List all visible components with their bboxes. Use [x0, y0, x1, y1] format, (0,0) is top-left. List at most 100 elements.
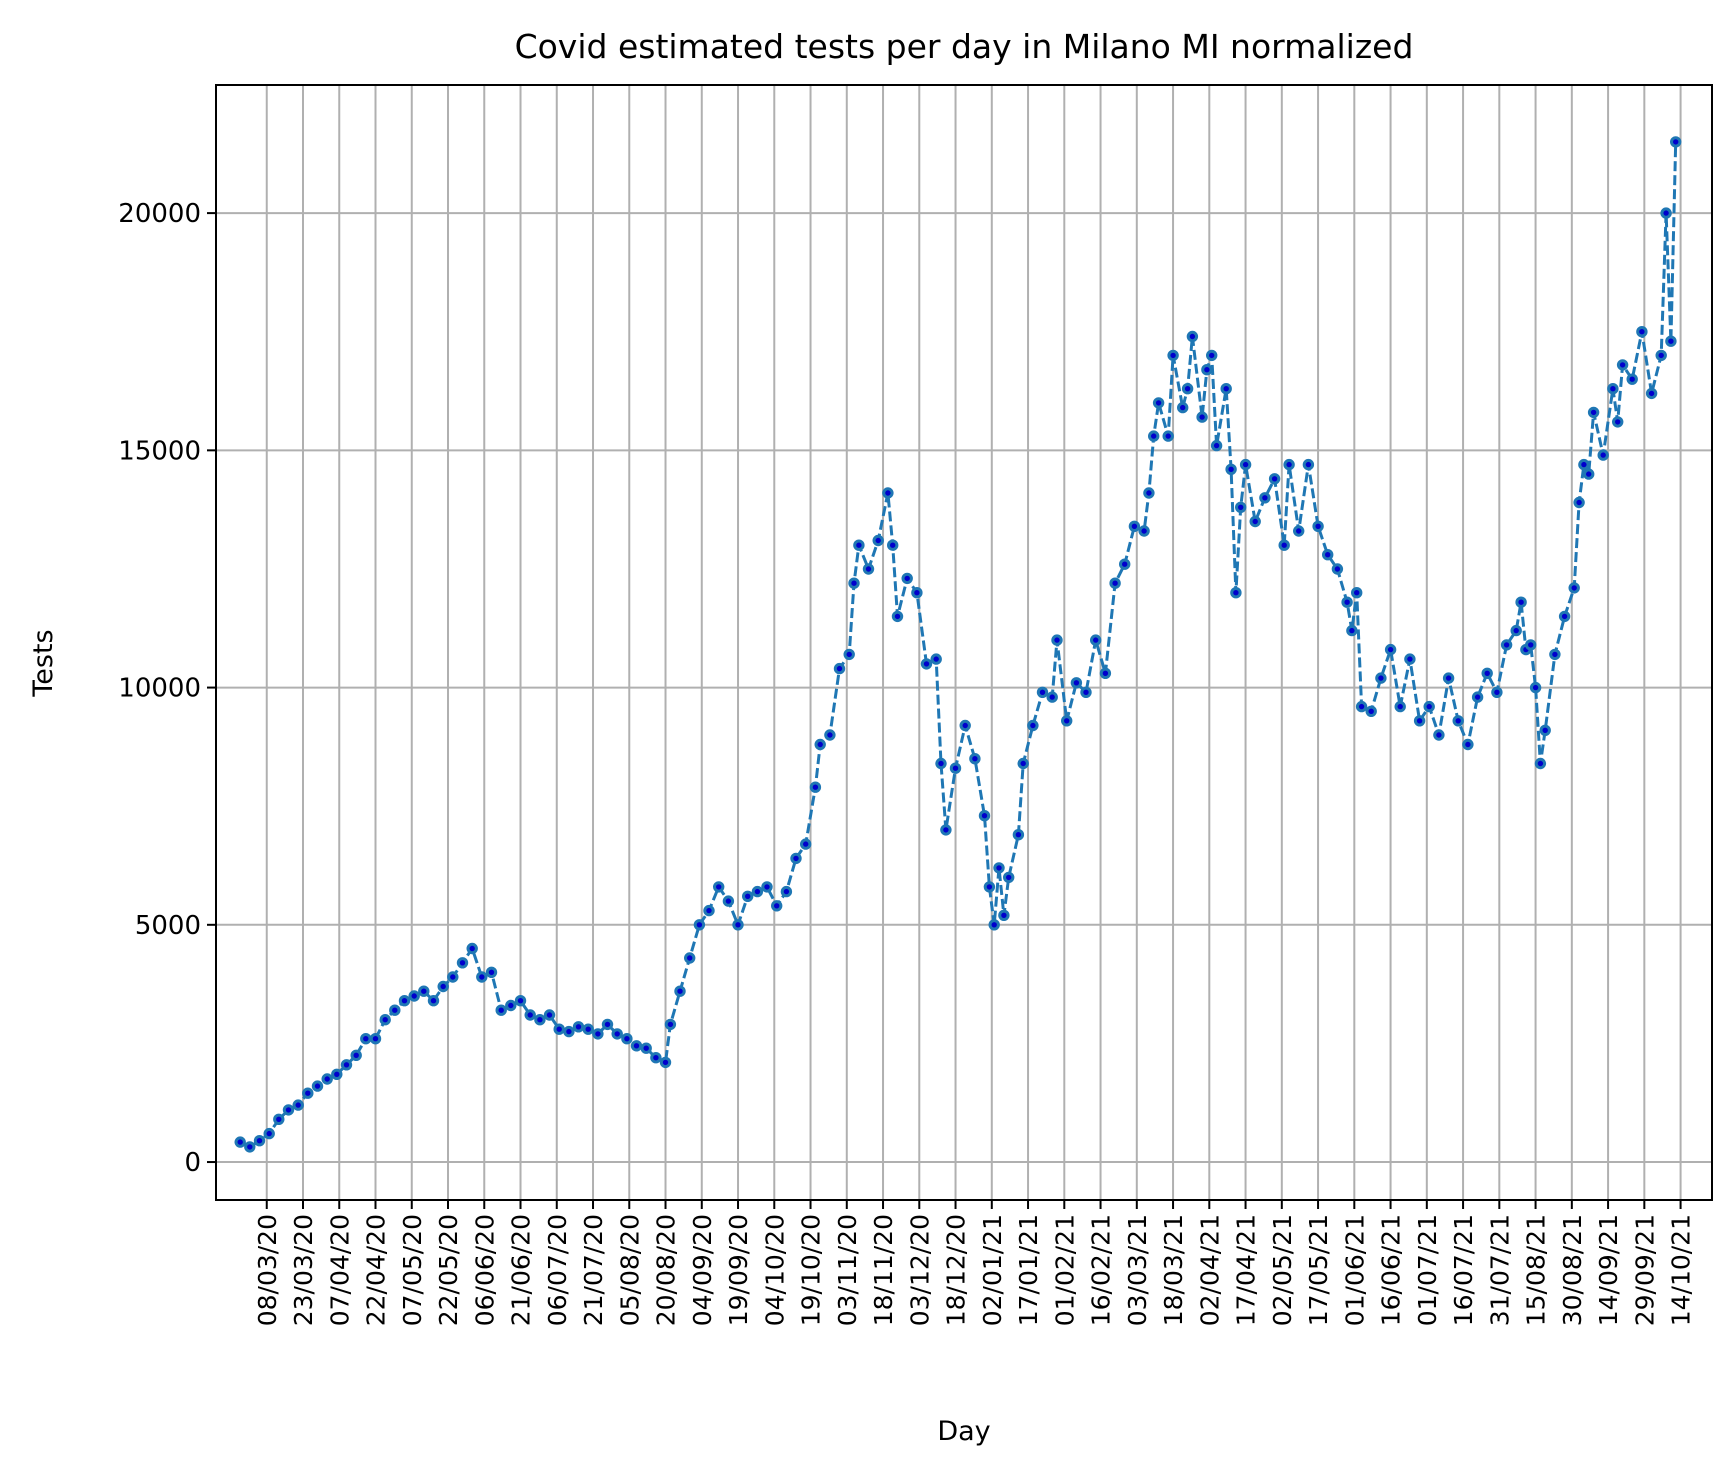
data-point [1515, 596, 1527, 608]
data-point [282, 1104, 295, 1116]
data-point [1051, 634, 1063, 646]
data-point [514, 995, 527, 1007]
x-axis-label: Day [937, 1416, 990, 1447]
x-tick-label: 16/07/21 [1449, 1214, 1478, 1326]
data-point [1525, 639, 1537, 651]
data-point [1003, 871, 1015, 884]
data-point [1196, 411, 1208, 423]
data-point [1568, 582, 1580, 594]
x-tick-label: 01/07/21 [1413, 1214, 1442, 1326]
y-tick-label: 10000 [118, 674, 201, 704]
x-tick-label: 18/11/20 [869, 1214, 898, 1326]
data-point [751, 885, 764, 898]
data-point [311, 1080, 324, 1092]
data-point [553, 1023, 565, 1035]
data-point [1583, 468, 1595, 480]
data-point [1210, 439, 1223, 452]
x-tick-label: 15/08/21 [1522, 1214, 1551, 1326]
data-point [234, 1136, 246, 1148]
x-tick-label: 31/07/21 [1485, 1214, 1514, 1326]
data-point [456, 957, 469, 969]
data-point [882, 487, 894, 499]
data-point [630, 1040, 643, 1052]
data-point [1452, 715, 1464, 727]
data-point [1549, 648, 1561, 661]
data-point [935, 757, 947, 770]
data-point [1225, 463, 1237, 475]
data-point [340, 1059, 353, 1071]
data-point [872, 534, 884, 547]
data-point [292, 1099, 304, 1111]
data-point [273, 1113, 285, 1126]
x-tick-label: 07/05/20 [398, 1214, 427, 1326]
x-tick-label: 18/12/20 [942, 1214, 971, 1326]
data-point [1302, 458, 1315, 471]
data-point [1206, 349, 1218, 362]
x-tick-label: 04/10/20 [760, 1214, 789, 1326]
data-point [1491, 686, 1503, 698]
x-tick-label: 03/11/20 [833, 1214, 862, 1326]
data-point [1249, 515, 1261, 528]
x-tick-label: 22/05/20 [434, 1214, 463, 1326]
data-point [447, 971, 459, 983]
data-point [771, 900, 783, 912]
data-point [1201, 364, 1213, 376]
y-tick-label: 20000 [118, 199, 201, 229]
data-point [800, 838, 812, 850]
data-point [389, 1004, 401, 1016]
data-point [722, 895, 735, 907]
data-point [572, 1021, 585, 1033]
data-point [1312, 520, 1324, 532]
data-point [790, 852, 802, 865]
data-point [1220, 383, 1232, 395]
data-point [940, 824, 952, 836]
data-point [1607, 383, 1619, 395]
data-point [809, 781, 822, 793]
grid-layer [216, 85, 1712, 1200]
data-point [1167, 349, 1179, 362]
x-tick-label: 29/09/21 [1630, 1214, 1659, 1326]
x-tick-label: 08/03/20 [253, 1214, 282, 1326]
data-point [993, 862, 1005, 874]
data-point [1529, 681, 1542, 694]
x-tick-label: 07/04/20 [325, 1214, 354, 1326]
data-point [1259, 492, 1271, 504]
data-point [1027, 719, 1039, 732]
x-tick-label: 03/12/20 [905, 1214, 934, 1326]
data-point [891, 610, 904, 623]
data-point [814, 738, 826, 751]
data-point [505, 999, 517, 1012]
x-tick-label: 20/08/20 [652, 1214, 681, 1326]
data-point [988, 919, 1000, 931]
data-point [524, 1009, 536, 1021]
data-point [1539, 724, 1551, 736]
data-point [742, 890, 754, 902]
data-point [534, 1014, 546, 1026]
data-point [1148, 430, 1160, 442]
data-point [693, 919, 706, 931]
data-point [1558, 610, 1571, 623]
y-tick-label: 15000 [118, 436, 201, 466]
data-point [244, 1141, 256, 1153]
data-point [959, 719, 971, 732]
y-tick-label: 5000 [135, 911, 201, 941]
data-point [1597, 449, 1609, 461]
data-point [930, 653, 942, 665]
y-tick-label: 0 [184, 1148, 201, 1178]
x-tick-label: 05/08/20 [615, 1214, 644, 1326]
data-point [1109, 577, 1121, 589]
data-point [592, 1028, 604, 1040]
x-tick-label: 02/04/21 [1195, 1214, 1224, 1326]
data-point [582, 1023, 594, 1035]
data-point [1346, 624, 1358, 637]
data-point [379, 1014, 391, 1026]
data-point [495, 1004, 507, 1016]
data-point [611, 1028, 623, 1040]
data-point [780, 885, 793, 898]
data-point [761, 881, 773, 893]
data-point [1322, 549, 1334, 561]
data-point [1090, 634, 1102, 646]
data-point [408, 990, 420, 1002]
data-point [650, 1052, 662, 1064]
